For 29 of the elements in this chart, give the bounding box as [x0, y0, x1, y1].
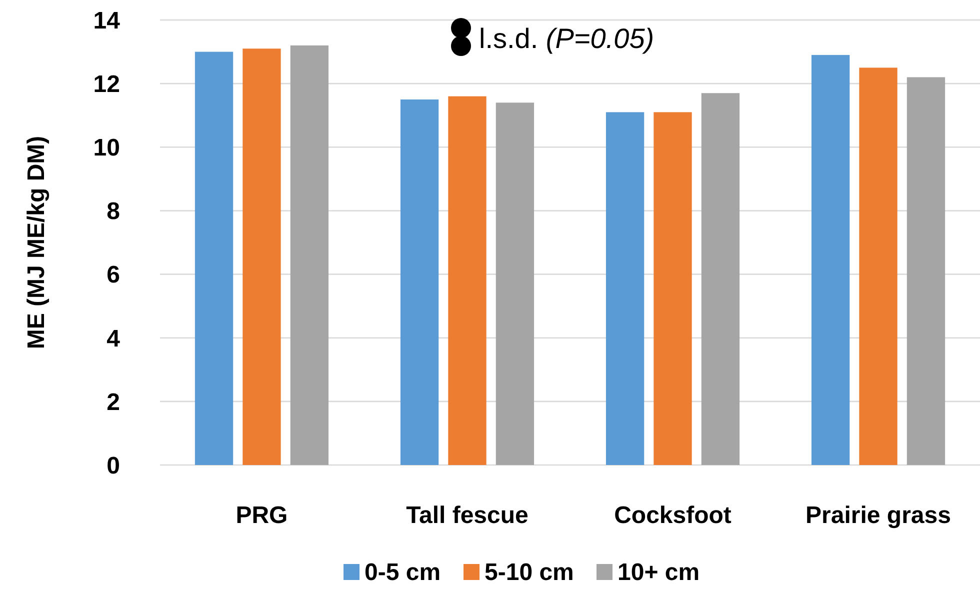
bar: [242, 48, 281, 465]
legend-label: 5-10 cm: [484, 559, 574, 586]
bar: [606, 112, 644, 465]
bar: [859, 68, 898, 465]
bar: [906, 77, 946, 465]
y-tick-label: 2: [106, 388, 120, 416]
y-tick-label: 6: [106, 262, 120, 289]
annotation: l.s.d. (P=0.05): [479, 23, 654, 54]
legend-label: 0-5 cm: [364, 559, 441, 586]
y-tick-label: 12: [93, 70, 120, 98]
y-tick-label: 4: [106, 325, 121, 352]
y-axis-title: ME (MJ ME/kg DM): [23, 136, 50, 350]
y-tick-label: 14: [93, 7, 121, 34]
bar: [290, 45, 329, 465]
x-tick-label: Tall fescue: [406, 502, 528, 529]
x-tick-label: Cocksfoot: [614, 502, 732, 529]
y-tick-label: 10: [93, 134, 120, 162]
bar: [400, 99, 439, 465]
x-tick-label: PRG: [236, 502, 288, 529]
bar: [496, 102, 534, 465]
y-tick-label: 0: [106, 452, 120, 480]
legend-label: 10+ cm: [618, 559, 700, 586]
bar: [194, 52, 234, 465]
bar: [448, 96, 486, 465]
bar: [811, 54, 850, 465]
x-tick-label: Prairie grass: [806, 502, 951, 529]
bar: [701, 93, 740, 465]
y-tick-label: 8: [106, 198, 120, 226]
bar: [654, 112, 692, 465]
